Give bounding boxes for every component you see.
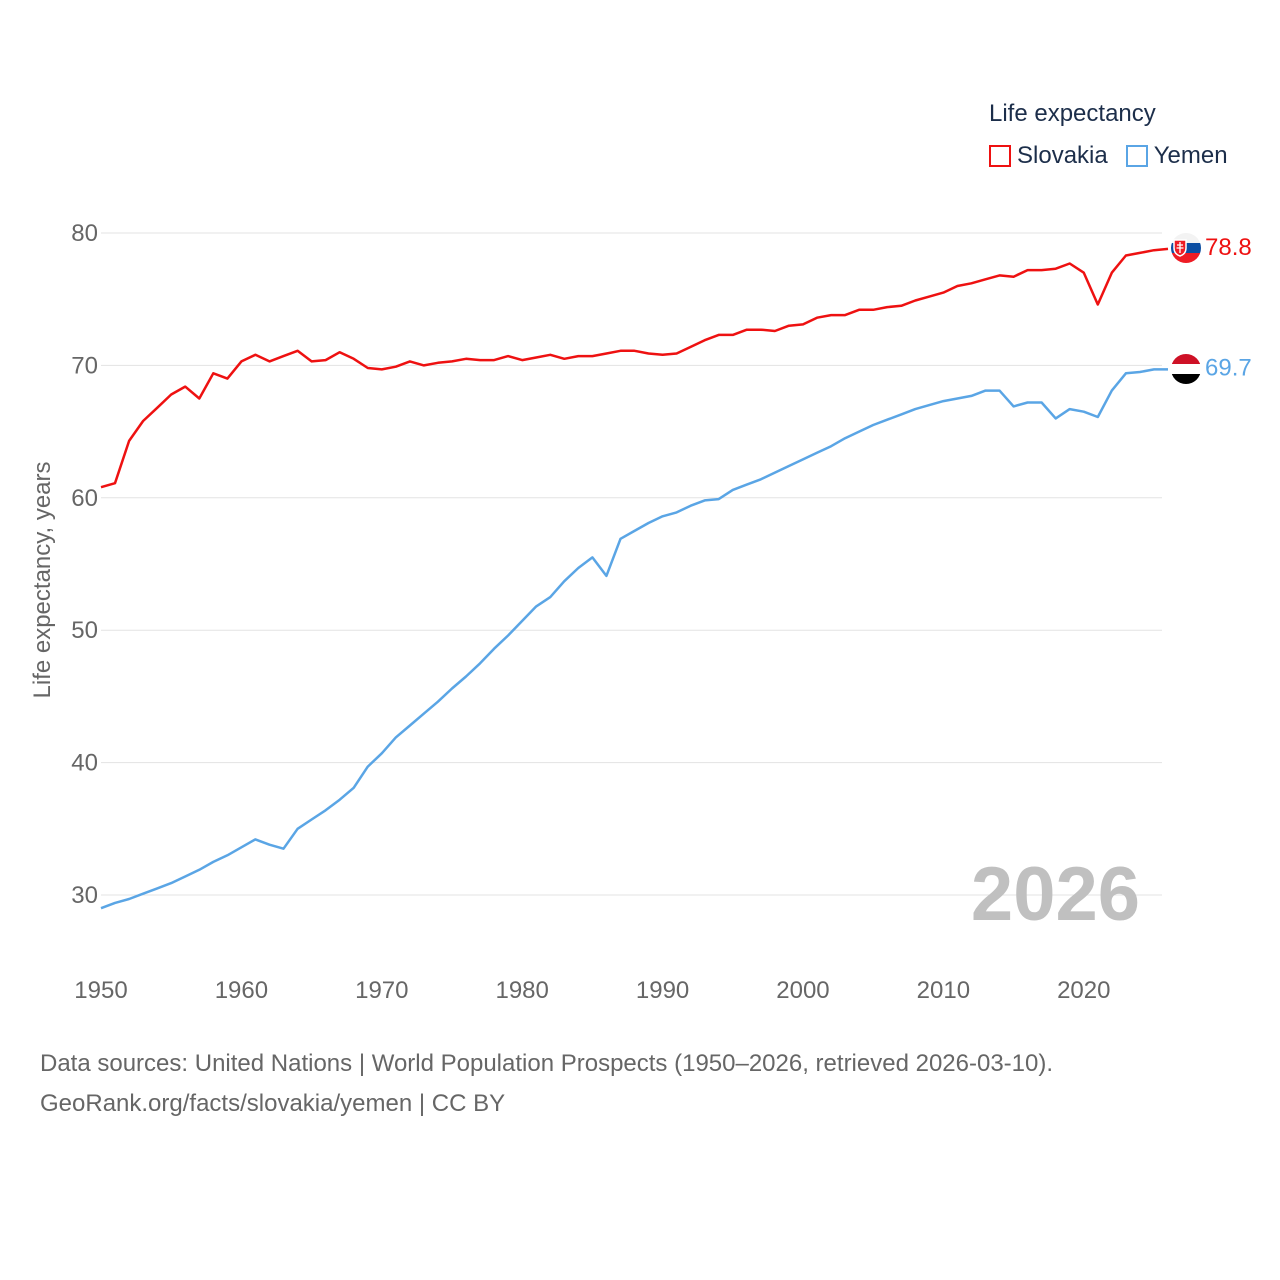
series-lines (100, 247, 1169, 910)
series-line-slovakia (100, 247, 1169, 489)
series-end-markers (1171, 233, 1201, 384)
y-tick-label: 80 (71, 220, 98, 247)
y-tick-labels: 30 40 50 60 70 80 (71, 220, 98, 909)
x-tick-label: 1980 (495, 977, 548, 1004)
end-label-slovakia: 78.8 (1205, 234, 1252, 261)
x-tick-label: 2000 (776, 977, 829, 1004)
footer: Data sources: United Nations | World Pop… (40, 1044, 1053, 1124)
legend-item-yemen[interactable]: Yemen (1125, 142, 1228, 170)
legend-item-slovakia[interactable]: Slovakia (989, 142, 1108, 170)
attribution-text: GeoRank.org/facts/slovakia/yemen | CC BY (40, 1090, 506, 1117)
y-axis-label: Life expectancy, years (29, 461, 56, 698)
series-line-yemen (100, 368, 1168, 910)
x-tick-label: 2020 (1057, 977, 1110, 1004)
legend-swatch-slovakia (989, 145, 1011, 167)
legend-label-slovakia: Slovakia (1017, 142, 1108, 169)
legend-label-yemen: Yemen (1153, 142, 1228, 169)
x-tick-label: 1970 (355, 977, 408, 1004)
series-end-labels: 78.8 69.7 (1205, 234, 1252, 381)
end-label-yemen: 69.7 (1205, 354, 1252, 381)
x-tick-label: 1950 (74, 977, 127, 1004)
data-sources-text: Data sources: United Nations | World Pop… (40, 1050, 1054, 1077)
grid-lines (101, 232, 1162, 896)
y-tick-label: 40 (71, 750, 98, 777)
y-tick-label: 70 (71, 352, 98, 379)
y-tick-label: 30 (71, 882, 98, 909)
legend: Slovakia Yemen (989, 142, 1246, 170)
y-tick-label: 60 (71, 485, 98, 512)
y-tick-label: 50 (71, 617, 98, 644)
x-tick-label: 2010 (917, 977, 970, 1004)
year-watermark: 2026 (971, 852, 1140, 937)
legend-title: Life expectancy (989, 100, 1156, 127)
x-tick-labels: 1950 1960 1970 1980 1990 2000 2010 2020 (74, 977, 1110, 1004)
legend-swatch-yemen (1125, 145, 1148, 167)
slovakia-flag-icon (1171, 233, 1201, 263)
x-tick-label: 1960 (215, 977, 268, 1004)
yemen-flag-icon (1171, 354, 1201, 384)
x-tick-label: 1990 (636, 977, 689, 1004)
